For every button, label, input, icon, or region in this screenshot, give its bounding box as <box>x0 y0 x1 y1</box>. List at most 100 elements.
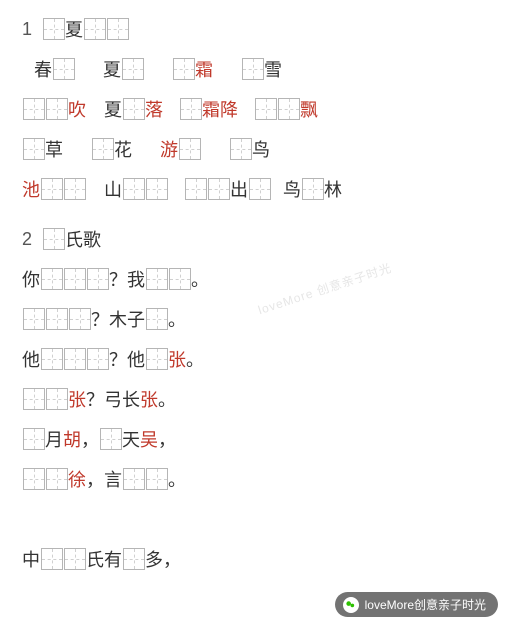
text-fragment: 夏 <box>104 96 122 122</box>
fill-box <box>230 138 252 160</box>
text-line: 中氏有多， <box>22 546 494 572</box>
text-fragment: 鸟 <box>252 136 270 162</box>
text-fragment: 草 <box>45 136 63 162</box>
text-fragment: 天 <box>122 426 140 452</box>
text-fragment: 山 <box>104 176 122 202</box>
text-fragment: 落 <box>145 96 163 122</box>
fill-box <box>185 178 207 200</box>
fill-box <box>41 268 63 290</box>
fill-box <box>278 98 300 120</box>
text-fragment: 夏 <box>65 16 83 42</box>
text-line: 春夏霜雪 <box>22 56 494 82</box>
fill-box <box>249 178 271 200</box>
fill-box <box>46 308 68 330</box>
fill-box <box>242 58 264 80</box>
fill-box <box>123 178 145 200</box>
fill-box <box>43 228 65 250</box>
fill-box <box>64 268 86 290</box>
worksheet-content: 1夏春夏霜雪吹夏落霜降飘草花游鸟池山出鸟林2氏歌你？我。？木子。他？他张。张？弓… <box>22 16 494 572</box>
wechat-icon <box>343 597 359 613</box>
text-line: 池 山 出 鸟林 <box>22 176 494 202</box>
section-title: 1夏 <box>22 16 494 42</box>
fill-box <box>107 18 129 40</box>
text-fragment: 霜 <box>195 56 213 82</box>
fill-box <box>180 98 202 120</box>
fill-box <box>146 308 168 330</box>
text-fragment: 池 <box>22 176 40 202</box>
fill-box <box>41 178 63 200</box>
text-fragment: 春 <box>34 56 52 82</box>
fill-box <box>208 178 230 200</box>
text-fragment: 。 <box>191 266 209 292</box>
text-fragment: 氏有 <box>86 546 122 572</box>
fill-box <box>84 18 106 40</box>
fill-box <box>46 388 68 410</box>
fill-box <box>46 98 68 120</box>
text-fragment: 夏 <box>103 56 121 82</box>
fill-box <box>123 468 145 490</box>
fill-box <box>87 268 109 290</box>
section-title: 2氏歌 <box>22 226 494 252</box>
text-fragment: 出 <box>230 176 248 202</box>
text-fragment: ， <box>158 426 176 452</box>
fill-box <box>173 58 195 80</box>
fill-box <box>23 98 45 120</box>
text-fragment: 吹 <box>68 96 86 122</box>
text-fragment: 多， <box>145 546 181 572</box>
fill-box <box>146 468 168 490</box>
text-fragment: 他 <box>22 346 40 372</box>
text-fragment: 你 <box>22 266 40 292</box>
fill-box <box>64 348 86 370</box>
fill-box <box>23 308 45 330</box>
text-fragment: 。 <box>168 306 186 332</box>
text-fragment: 飘 <box>300 96 318 122</box>
text-fragment: 。 <box>186 346 204 372</box>
fill-box <box>46 468 68 490</box>
text-fragment: 徐 <box>68 466 86 492</box>
fill-box <box>64 178 86 200</box>
text-line: 他 ？他张。 <box>22 346 494 372</box>
section-number: 1 <box>22 19 32 40</box>
text-fragment: 花 <box>114 136 132 162</box>
text-fragment: ？他 <box>109 346 145 372</box>
fill-box <box>123 548 145 570</box>
fill-box <box>169 268 191 290</box>
fill-box <box>64 548 86 570</box>
text-line: 你 ？我 。 <box>22 266 494 292</box>
text-fragment: ？木子 <box>91 306 145 332</box>
fill-box <box>92 138 114 160</box>
fill-box <box>69 308 91 330</box>
text-fragment: 。 <box>158 386 176 412</box>
text-fragment: 张 <box>168 346 186 372</box>
fill-box <box>146 348 168 370</box>
text-line: ？木子。 <box>22 306 494 332</box>
text-line: 徐，言 。 <box>22 466 494 492</box>
text-line: 月胡，天吴， <box>22 426 494 452</box>
fill-box <box>23 388 45 410</box>
fill-box <box>23 468 45 490</box>
fill-box <box>23 138 45 160</box>
footer-text: loveMore创意亲子时光 <box>365 596 486 613</box>
text-fragment: ？我 <box>109 266 145 292</box>
text-fragment: ， <box>81 426 99 452</box>
fill-box <box>41 348 63 370</box>
text-fragment: 氏歌 <box>65 226 101 252</box>
fill-box <box>41 548 63 570</box>
footer-attribution: loveMore创意亲子时光 <box>335 592 498 617</box>
text-fragment: 降 <box>220 96 238 122</box>
fill-box <box>255 98 277 120</box>
text-fragment: 张 <box>140 386 158 412</box>
text-fragment: 霜 <box>202 96 220 122</box>
text-fragment: 林 <box>324 176 342 202</box>
fill-box <box>100 428 122 450</box>
text-fragment: 吴 <box>140 426 158 452</box>
text-fragment: ，言 <box>86 466 122 492</box>
text-line <box>22 506 494 532</box>
text-line: 草花游鸟 <box>22 136 494 162</box>
text-fragment: 鸟 <box>283 176 301 202</box>
fill-box <box>179 138 201 160</box>
text-fragment: 游 <box>160 136 178 162</box>
text-fragment: 胡 <box>63 426 81 452</box>
text-fragment: 。 <box>168 466 186 492</box>
text-fragment: 月 <box>45 426 63 452</box>
